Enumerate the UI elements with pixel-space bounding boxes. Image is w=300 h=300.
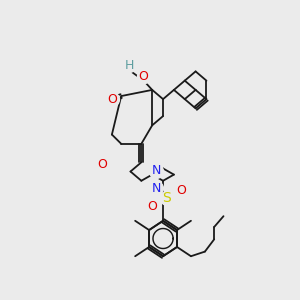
Text: O: O xyxy=(147,200,157,213)
Text: N: N xyxy=(152,182,161,195)
Text: H: H xyxy=(124,59,134,72)
Text: O: O xyxy=(177,184,187,196)
Text: O: O xyxy=(139,70,148,83)
Text: S: S xyxy=(163,191,171,205)
Text: O: O xyxy=(98,158,107,171)
Text: O: O xyxy=(107,93,117,106)
Text: N: N xyxy=(152,164,161,177)
